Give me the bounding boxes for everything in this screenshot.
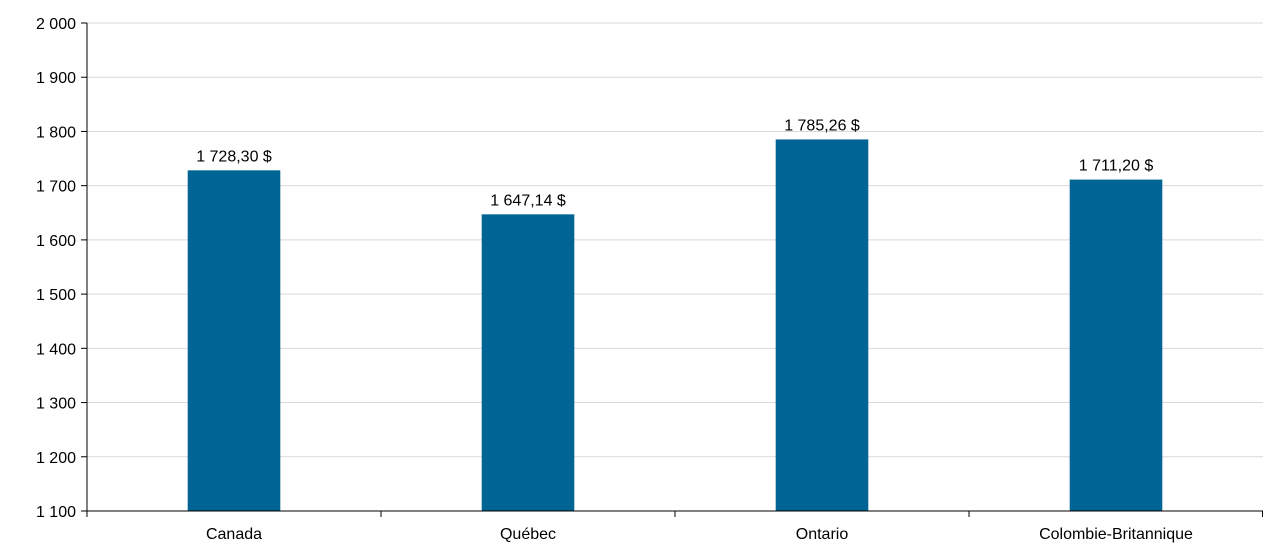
x-category-label: Canada xyxy=(206,526,262,543)
data-label: 1 728,30 $ xyxy=(196,148,272,165)
y-tick-label: 1 600 xyxy=(36,233,76,250)
y-tick-label: 1 400 xyxy=(36,341,76,358)
y-tick-label: 1 900 xyxy=(36,70,76,87)
gridlines xyxy=(87,22,1263,458)
y-tick-label: 1 100 xyxy=(36,504,76,521)
bar-qu-bec xyxy=(481,214,575,511)
bars xyxy=(187,139,1163,511)
x-category-label: Québec xyxy=(500,526,556,543)
data-label: 1 785,26 $ xyxy=(784,117,860,134)
x-category-label: Colombie-Britannique xyxy=(1039,526,1193,543)
y-tick-label: 1 300 xyxy=(36,396,76,413)
y-tick-label: 2 000 xyxy=(36,16,76,33)
bar-colombie-britannique xyxy=(1069,179,1163,511)
axes xyxy=(81,22,1263,517)
bar-ontario xyxy=(775,139,869,511)
y-tick-label: 1 700 xyxy=(36,179,76,196)
bar-canada xyxy=(187,170,281,511)
data-label: 1 647,14 $ xyxy=(490,192,566,209)
y-tick-label: 1 800 xyxy=(36,124,76,141)
data-label: 1 711,20 $ xyxy=(1079,158,1154,175)
y-tick-label: 1 500 xyxy=(36,287,76,304)
y-tick-label: 1 200 xyxy=(36,450,76,467)
labels: 1 100 1 200 1 300 1 400 1 500 1 600 1 700 1 800… xyxy=(36,16,1193,543)
x-category-label: Ontario xyxy=(796,526,849,543)
